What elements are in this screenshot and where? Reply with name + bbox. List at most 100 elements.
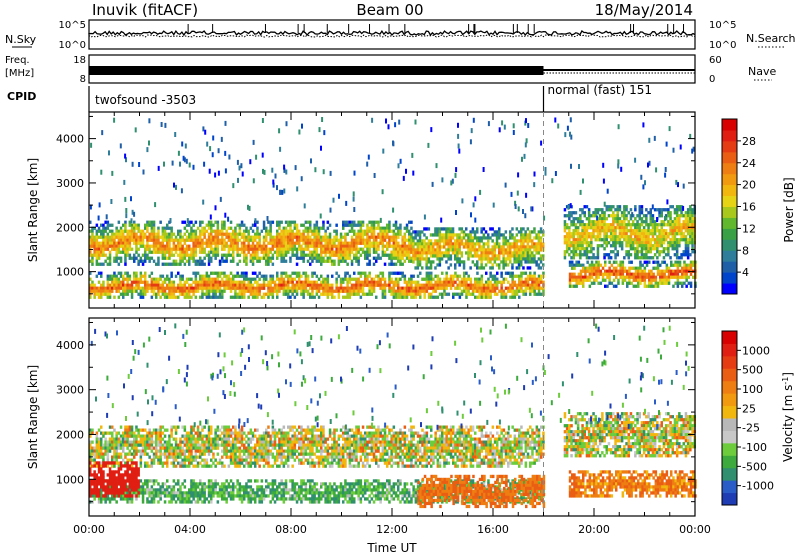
heatmap-cell xyxy=(353,292,356,296)
heatmap-cell xyxy=(106,446,110,450)
heatmap-cell xyxy=(473,251,477,255)
heatmap-cell xyxy=(95,253,99,257)
heatmap-cell xyxy=(449,283,453,287)
heatmap-cell xyxy=(135,235,138,239)
heatmap-cell xyxy=(324,238,327,242)
heatmap-cell xyxy=(331,250,334,254)
heatmap-cell xyxy=(626,269,629,273)
heatmap-cell xyxy=(583,247,586,251)
heatmap-cell xyxy=(170,283,173,287)
heatmap-cell xyxy=(660,250,663,254)
heatmap-cell xyxy=(196,271,200,275)
heatmap-cell xyxy=(526,233,530,237)
heatmap-cell xyxy=(174,235,178,239)
heatmap-cell xyxy=(522,289,525,293)
heatmap-cell xyxy=(492,202,495,208)
heatmap-cell xyxy=(469,248,472,252)
heatmap-cell xyxy=(377,247,380,251)
heatmap-cell xyxy=(128,220,132,224)
heatmap-cell xyxy=(460,289,464,293)
heatmap-cell xyxy=(653,135,656,141)
heatmap-cell xyxy=(361,280,365,284)
heatmap-cell xyxy=(361,289,365,293)
heatmap-cell xyxy=(381,247,385,251)
heatmap-cell xyxy=(155,295,158,299)
heatmap-cell xyxy=(223,241,226,245)
heatmap-cell xyxy=(324,235,327,239)
heatmap-cell xyxy=(399,256,402,260)
heatmap-cell xyxy=(232,229,235,233)
heatmap-cell xyxy=(331,286,334,290)
heatmap-cell xyxy=(328,286,332,290)
heatmap-cell xyxy=(684,220,688,224)
heatmap-cell xyxy=(342,286,345,290)
heatmap-cell xyxy=(517,251,521,255)
heatmap-cell xyxy=(452,274,455,278)
heatmap-cell xyxy=(445,233,448,237)
heatmap-cell xyxy=(649,217,652,221)
heatmap-cell xyxy=(645,208,648,212)
heatmap-cell xyxy=(691,217,694,221)
heatmap-cell xyxy=(649,223,652,227)
heatmap-cell xyxy=(583,241,586,245)
heatmap-cell xyxy=(324,277,327,281)
heatmap-cell xyxy=(207,253,211,257)
heatmap-cell xyxy=(410,220,413,224)
heatmap-cell xyxy=(397,259,400,263)
heatmap-cell xyxy=(254,235,257,239)
heatmap-cell xyxy=(194,253,198,257)
heatmap-cell xyxy=(223,223,226,227)
heatmap-cell xyxy=(653,247,657,251)
heatmap-cell xyxy=(685,284,688,288)
nsky-label: N.Sky xyxy=(5,33,37,46)
heatmap-cell xyxy=(614,229,617,233)
heatmap-cell xyxy=(342,247,345,251)
heatmap-cell xyxy=(342,244,345,248)
heatmap-cell xyxy=(173,182,175,188)
heatmap-cell xyxy=(300,286,303,290)
heatmap-cell xyxy=(438,277,442,281)
heatmap-cell xyxy=(592,220,595,224)
heatmap-cell xyxy=(372,277,376,281)
heatmap-cell xyxy=(236,159,239,165)
heatmap-cell xyxy=(590,263,594,267)
heatmap-cell xyxy=(587,220,591,224)
heatmap-cell xyxy=(381,271,385,275)
heatmap-cell xyxy=(357,250,360,254)
heatmap-cell xyxy=(254,256,257,260)
heatmap-cell xyxy=(621,266,625,270)
heatmap-cell xyxy=(212,135,215,141)
heatmap-cell xyxy=(469,266,472,270)
heatmap-cell xyxy=(124,250,127,254)
heatmap-cell xyxy=(462,245,466,249)
freq-label: Freq. xyxy=(5,55,30,66)
heatmap-cell xyxy=(91,238,94,242)
heatmap-cell xyxy=(194,220,198,224)
heatmap-cell xyxy=(482,233,486,237)
heatmap-cell xyxy=(517,239,521,243)
heatmap-cell xyxy=(425,274,429,278)
heatmap-cell xyxy=(691,250,694,254)
heatmap-cell xyxy=(106,292,110,296)
heatmap-cell xyxy=(540,277,543,281)
heatmap-cell xyxy=(100,241,103,245)
heatmap-cell xyxy=(234,283,237,287)
heatmap-cell xyxy=(381,277,385,281)
heatmap-cell xyxy=(271,289,275,293)
heatmap-cell xyxy=(102,247,105,251)
heatmap-cell xyxy=(569,203,572,209)
heatmap-cell xyxy=(473,230,477,234)
heatmap-cell xyxy=(315,238,319,242)
heatmap-cell xyxy=(329,207,332,213)
heatmap-cell xyxy=(300,274,303,278)
heatmap-cell xyxy=(524,248,527,252)
heatmap-cell xyxy=(144,244,147,248)
heatmap-cell xyxy=(675,250,679,254)
heatmap-cell xyxy=(243,274,246,278)
heatmap-cell xyxy=(601,272,605,276)
heatmap-cell xyxy=(188,286,191,290)
heatmap-cell xyxy=(463,280,466,284)
heatmap-cell xyxy=(465,251,468,255)
heatmap-cell xyxy=(659,281,662,285)
heatmap-cell xyxy=(100,271,103,275)
